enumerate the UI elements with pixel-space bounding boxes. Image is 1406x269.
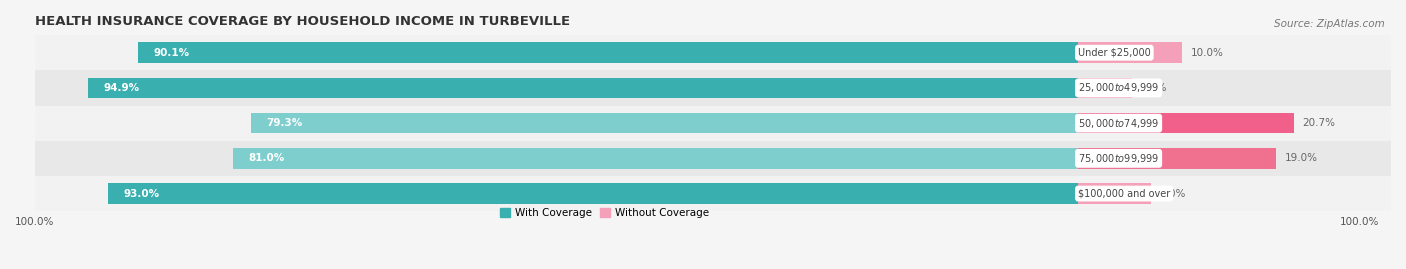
Text: 81.0%: 81.0% [249,153,285,163]
Bar [35,141,1391,176]
Text: 5.2%: 5.2% [1140,83,1167,93]
Text: 79.3%: 79.3% [266,118,302,128]
Text: 90.1%: 90.1% [153,48,190,58]
Bar [35,35,1391,70]
Text: $50,000 to $74,999: $50,000 to $74,999 [1078,117,1159,130]
Text: Source: ZipAtlas.com: Source: ZipAtlas.com [1274,19,1385,29]
Text: HEALTH INSURANCE COVERAGE BY HOUSEHOLD INCOME IN TURBEVILLE: HEALTH INSURANCE COVERAGE BY HOUSEHOLD I… [35,15,569,28]
Text: 93.0%: 93.0% [124,189,159,199]
Bar [1078,78,1132,98]
Bar [35,176,1391,211]
Bar [1078,183,1152,204]
Text: $100,000 and over: $100,000 and over [1078,189,1170,199]
Bar [250,113,1078,133]
Text: Under $25,000: Under $25,000 [1078,48,1150,58]
Bar [1078,148,1277,169]
Text: 7.0%: 7.0% [1160,189,1185,199]
Text: 10.0%: 10.0% [1191,48,1223,58]
Text: 19.0%: 19.0% [1285,153,1317,163]
Bar [1078,113,1294,133]
Bar [138,43,1078,63]
Bar [233,148,1078,169]
Bar [35,70,1391,105]
Text: $75,000 to $99,999: $75,000 to $99,999 [1078,152,1159,165]
Bar [108,183,1078,204]
Text: $25,000 to $49,999: $25,000 to $49,999 [1078,82,1159,94]
Text: 94.9%: 94.9% [104,83,139,93]
Bar [35,105,1391,141]
Bar [1078,43,1182,63]
Legend: With Coverage, Without Coverage: With Coverage, Without Coverage [496,204,713,222]
Bar [89,78,1078,98]
Text: 20.7%: 20.7% [1302,118,1336,128]
